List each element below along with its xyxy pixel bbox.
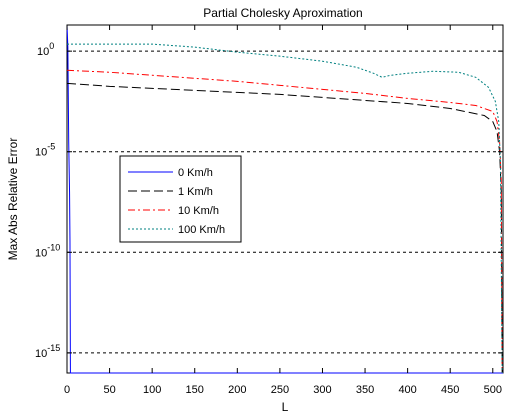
x-tick-label-2: 100 — [143, 384, 161, 396]
x-tick-label-10: 500 — [484, 384, 502, 396]
legend-label-3: 100 Km/h — [178, 224, 225, 236]
x-tick-label-9: 450 — [441, 384, 459, 396]
y-tick-label-2: 10-10 — [35, 242, 60, 259]
legend-label-2: 10 Km/h — [178, 205, 219, 217]
y-tick-label-3: 10-15 — [35, 343, 60, 360]
chart-title: Partial Cholesky Aproximation — [203, 6, 362, 20]
x-tick-label-4: 200 — [228, 384, 246, 396]
x-axis-label: L — [282, 400, 289, 414]
series-line-0 — [66, 24, 503, 374]
legend-label-1: 1 Km/h — [178, 186, 213, 198]
x-tick-label-5: 250 — [271, 384, 289, 396]
series-line-1 — [66, 82, 503, 374]
x-ticks: 0 50 100 150 200 250 300 350 400 450 500 — [64, 25, 502, 396]
x-tick-label-7: 350 — [356, 384, 374, 396]
legend: 0 Km/h 1 Km/h 10 Km/h 100 Km/h — [119, 155, 242, 243]
y-tick-label-0: 100 — [37, 41, 54, 58]
x-tick-label-6: 300 — [313, 384, 331, 396]
y-tick-label-1: 10-5 — [35, 142, 55, 159]
x-tick-label-0: 0 — [64, 384, 70, 396]
x-tick-label-3: 150 — [186, 384, 204, 396]
legend-box — [119, 155, 242, 243]
grid-lines — [67, 50, 503, 354]
legend-label-0: 0 Km/h — [178, 167, 213, 179]
x-tick-label-1: 50 — [103, 384, 115, 396]
series-line-2 — [66, 69, 503, 374]
y-axis-label: Max Abs Relative Error — [6, 138, 20, 261]
x-tick-label-8: 400 — [398, 384, 416, 396]
series-group — [66, 24, 503, 374]
